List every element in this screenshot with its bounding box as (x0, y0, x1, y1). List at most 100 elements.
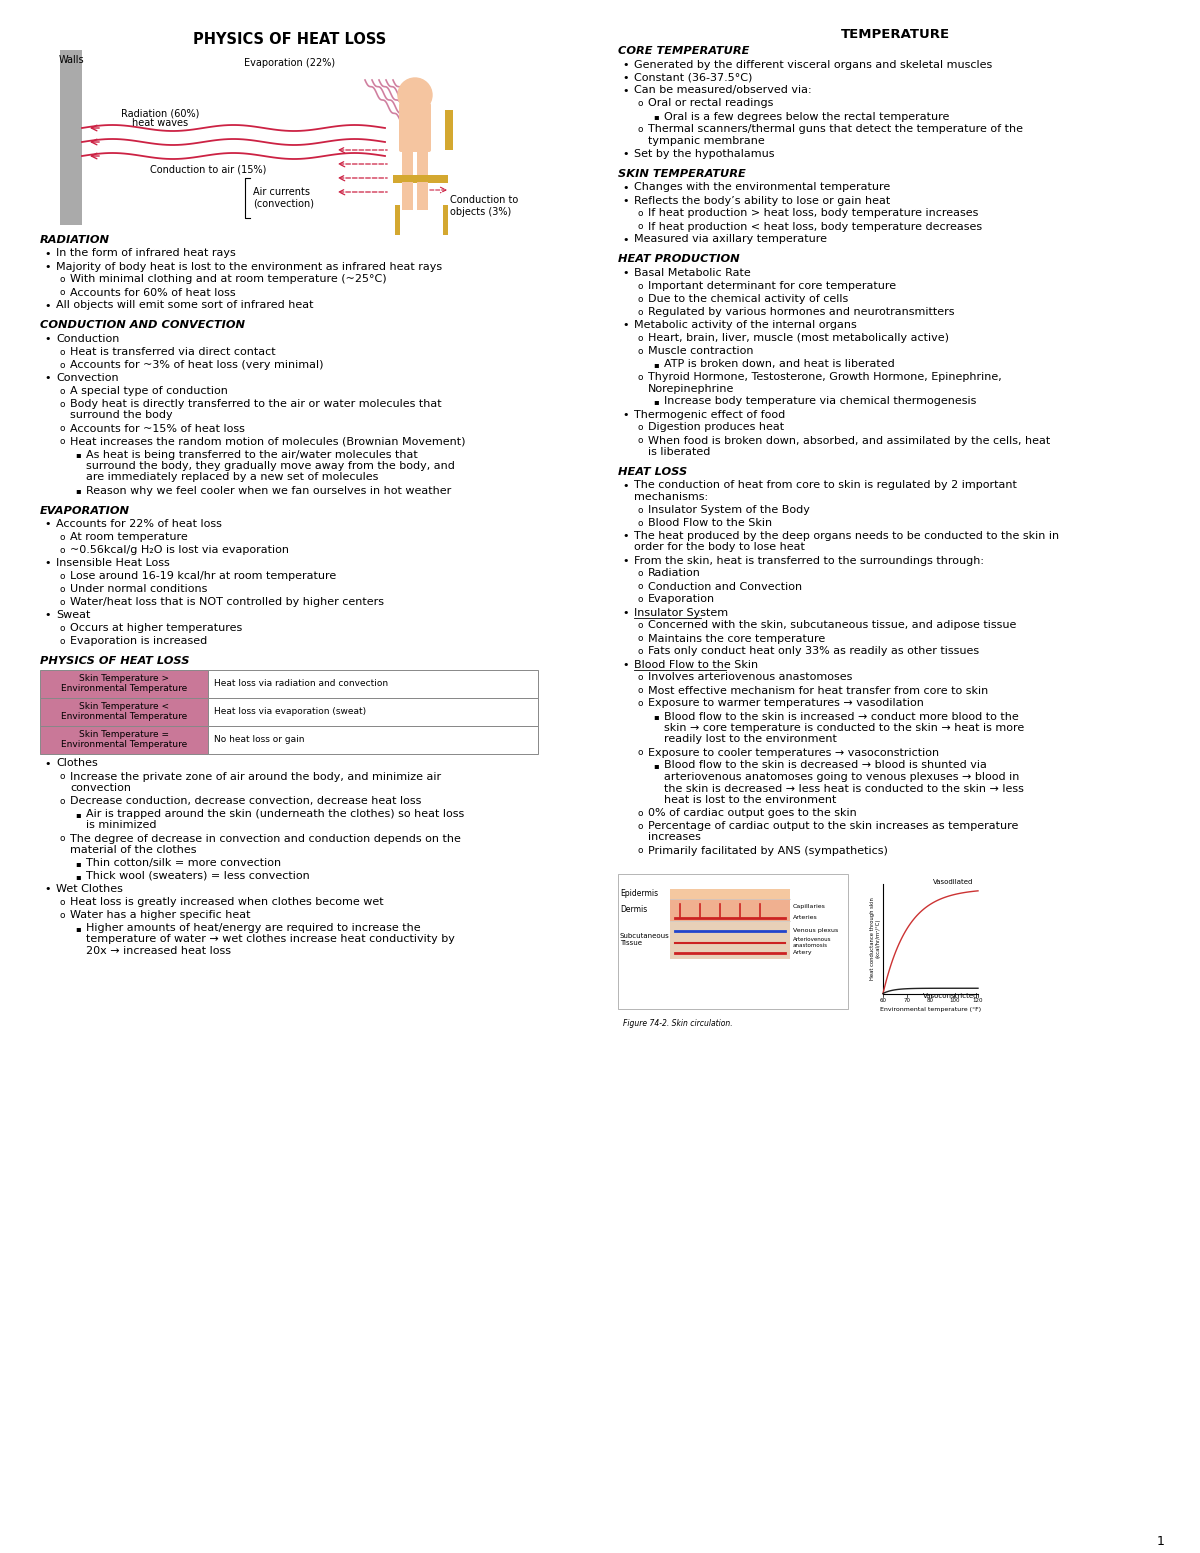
Text: 1: 1 (1157, 1534, 1165, 1548)
Text: 80: 80 (928, 999, 934, 1003)
Bar (402, 148, 413, 175)
Text: Skin Temperature =
Environmental Temperature: Skin Temperature = Environmental Tempera… (61, 730, 187, 749)
Text: arteriovenous anatomoses going to venous plexuses → blood in: arteriovenous anatomoses going to venous… (664, 772, 1019, 783)
Text: Dermis: Dermis (620, 905, 647, 915)
Text: o: o (59, 834, 65, 843)
Text: Occurs at higher temperatures: Occurs at higher temperatures (70, 623, 242, 634)
Text: Insulator System: Insulator System (634, 607, 728, 618)
Text: Radiation: Radiation (648, 568, 701, 579)
Text: •: • (623, 531, 629, 540)
Text: Heat conductance through skin
(kcal/hr/m²/°C): Heat conductance through skin (kcal/hr/m… (870, 898, 881, 980)
Text: Decrease conduction, decrease convection, decrease heat loss: Decrease conduction, decrease convection… (70, 797, 421, 806)
Text: o: o (637, 126, 643, 134)
Text: •: • (623, 85, 629, 96)
Text: Evaporation: Evaporation (648, 595, 715, 604)
Text: Capillaries: Capillaries (793, 904, 826, 909)
Text: ▪: ▪ (76, 871, 80, 881)
Text: Body heat is directly transferred to the air or water molecules that: Body heat is directly transferred to the… (70, 399, 442, 408)
Text: At room temperature: At room temperature (70, 533, 187, 542)
Text: Blood flow to the skin is decreased → blood is shunted via: Blood flow to the skin is decreased → bl… (664, 761, 986, 770)
Text: Heart, brain, liver, muscle (most metabolically active): Heart, brain, liver, muscle (most metabo… (648, 332, 949, 343)
Text: convection: convection (70, 783, 131, 794)
Text: Blood Flow to the Skin: Blood Flow to the Skin (648, 519, 772, 528)
Text: o: o (59, 545, 65, 554)
Text: Thick wool (sweaters) = less convection: Thick wool (sweaters) = less convection (86, 871, 310, 881)
Text: •: • (623, 410, 629, 419)
Text: ▪: ▪ (653, 713, 659, 721)
Text: Higher amounts of heat/energy are required to increase the: Higher amounts of heat/energy are requir… (86, 922, 421, 933)
Text: Radiation (60%): Radiation (60%) (121, 109, 199, 118)
Text: o: o (59, 584, 65, 593)
Text: temperature of water → wet clothes increase heat conductivity by: temperature of water → wet clothes incre… (86, 935, 455, 944)
Text: order for the body to lose heat: order for the body to lose heat (634, 542, 805, 553)
Text: o: o (59, 797, 65, 806)
Text: o: o (637, 822, 643, 831)
Text: Measured via axillary temperature: Measured via axillary temperature (634, 235, 827, 244)
Text: •: • (623, 235, 629, 245)
Text: Norepinephrine: Norepinephrine (648, 384, 734, 393)
Text: Thyroid Hormone, Testosterone, Growth Hormone, Epinephrine,: Thyroid Hormone, Testosterone, Growth Ho… (648, 373, 1002, 382)
Text: Vasoconstricted: Vasoconstricted (923, 992, 978, 999)
Text: Exposure to warmer temperatures → vasodilation: Exposure to warmer temperatures → vasodi… (648, 699, 924, 708)
Bar (208, 669, 538, 697)
Text: Walls: Walls (58, 54, 84, 65)
Text: Constant (36-37.5°C): Constant (36-37.5°C) (634, 73, 752, 82)
Bar (395, 205, 400, 235)
Text: Skin Temperature >
Environmental Temperature: Skin Temperature > Environmental Tempera… (61, 674, 187, 693)
Bar (402, 182, 413, 210)
Text: RADIATION: RADIATION (40, 235, 110, 245)
Bar (445, 110, 454, 151)
Text: Most effective mechanism for heat transfer from core to skin: Most effective mechanism for heat transf… (648, 685, 989, 696)
Text: •: • (623, 556, 629, 565)
Text: •: • (44, 261, 52, 272)
Text: From the skin, heat is transferred to the surroundings through:: From the skin, heat is transferred to th… (634, 556, 984, 565)
Text: •: • (623, 196, 629, 205)
Text: Evaporation (22%): Evaporation (22%) (245, 57, 336, 68)
Text: Lose around 16-19 kcal/hr at room temperature: Lose around 16-19 kcal/hr at room temper… (70, 572, 336, 581)
Text: Metabolic activity of the internal organs: Metabolic activity of the internal organ… (634, 320, 857, 329)
Text: PHYSICS OF HEAT LOSS: PHYSICS OF HEAT LOSS (193, 33, 386, 47)
Text: Heat increases the random motion of molecules (Brownian Movement): Heat increases the random motion of mole… (70, 436, 466, 447)
Text: Air currents
(convection): Air currents (convection) (253, 188, 314, 208)
Text: o: o (637, 699, 643, 708)
Text: •: • (44, 334, 52, 345)
Text: 70: 70 (904, 999, 911, 1003)
Text: When food is broken down, absorbed, and assimilated by the cells, heat: When food is broken down, absorbed, and … (648, 435, 1050, 446)
Text: ▪: ▪ (76, 859, 80, 868)
Text: If heat production > heat loss, body temperature increases: If heat production > heat loss, body tem… (648, 208, 978, 219)
Text: Involves arteriovenous anastomoses: Involves arteriovenous anastomoses (648, 672, 852, 682)
Text: o: o (637, 422, 643, 432)
Text: Primarily facilitated by ANS (sympathetics): Primarily facilitated by ANS (sympatheti… (648, 845, 888, 856)
Text: 20x → increased heat loss: 20x → increased heat loss (86, 946, 230, 957)
Text: Arteriovenous
anastomosis: Arteriovenous anastomosis (793, 936, 832, 947)
Text: SKIN TEMPERATURE: SKIN TEMPERATURE (618, 169, 745, 179)
Text: •: • (623, 269, 629, 278)
Bar (40, 669, 208, 697)
Text: TEMPERATURE: TEMPERATURE (841, 28, 950, 40)
FancyBboxPatch shape (398, 102, 431, 152)
Text: Oral is a few degrees below the rectal temperature: Oral is a few degrees below the rectal t… (664, 112, 949, 121)
Text: In the form of infrared heat rays: In the form of infrared heat rays (56, 248, 235, 258)
Text: o: o (637, 648, 643, 657)
Text: ▪: ▪ (653, 761, 659, 770)
Text: ~0.56kcal/g H₂O is lost via evaporation: ~0.56kcal/g H₂O is lost via evaporation (70, 545, 289, 554)
Text: o: o (637, 334, 643, 343)
Text: Thermal scanners/thermal guns that detect the temperature of the: Thermal scanners/thermal guns that detec… (648, 124, 1022, 135)
Text: Reflects the body’s ability to lose or gain heat: Reflects the body’s ability to lose or g… (634, 196, 890, 205)
Text: o: o (59, 624, 65, 632)
Text: increases: increases (648, 832, 701, 842)
Text: With minimal clothing and at room temperature (~25°C): With minimal clothing and at room temper… (70, 275, 386, 284)
Text: Arteries: Arteries (793, 915, 817, 919)
Text: A special type of conduction: A special type of conduction (70, 387, 228, 396)
Text: o: o (59, 598, 65, 607)
Text: The heat produced by the deep organs needs to be conducted to the skin in: The heat produced by the deep organs nee… (634, 531, 1060, 540)
Bar (670, 899, 790, 921)
Text: •: • (623, 481, 629, 491)
Text: material of the clothes: material of the clothes (70, 845, 197, 856)
Text: Maintains the core temperature: Maintains the core temperature (648, 634, 826, 643)
Text: Percentage of cardiac output to the skin increases as temperature: Percentage of cardiac output to the skin… (648, 822, 1019, 831)
Text: o: o (59, 289, 65, 297)
Text: CORE TEMPERATURE: CORE TEMPERATURE (618, 47, 749, 56)
Text: Set by the hypothalamus: Set by the hypothalamus (634, 149, 774, 158)
Text: o: o (59, 898, 65, 907)
